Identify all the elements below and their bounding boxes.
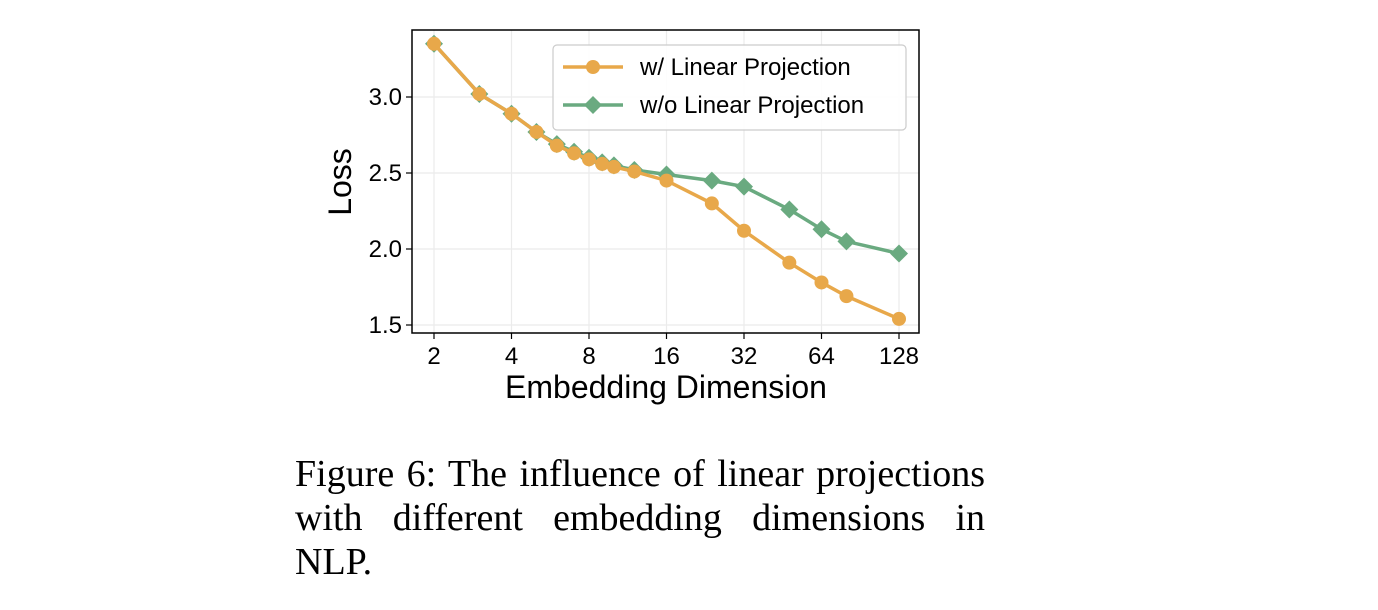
x-tick-label: 128	[879, 343, 919, 370]
data-point	[782, 255, 797, 270]
x-tick-label: 32	[731, 343, 758, 370]
data-point	[504, 106, 519, 121]
x-axis-label: Embedding Dimension	[505, 369, 827, 405]
data-point	[627, 164, 642, 179]
y-axis-label: Loss	[322, 148, 358, 216]
data-point	[582, 152, 596, 167]
legend-label: w/ Linear Projection	[639, 54, 851, 81]
y-tick-label: 2.0	[369, 236, 402, 263]
data-point	[890, 244, 908, 263]
legend-label: w/o Linear Projection	[639, 92, 864, 119]
data-point	[704, 196, 719, 211]
data-point	[837, 232, 856, 251]
data-point	[567, 146, 582, 161]
data-point	[659, 173, 674, 188]
legend-marker	[584, 96, 602, 114]
data-point	[606, 159, 621, 174]
y-tick-label: 1.5	[369, 312, 402, 339]
data-point	[529, 124, 544, 139]
data-point	[702, 171, 721, 190]
data-point	[839, 289, 854, 304]
data-point	[549, 138, 564, 153]
data-point	[595, 156, 610, 171]
x-tick-label: 8	[582, 343, 595, 370]
legend-marker	[586, 60, 600, 74]
loss-chart: 2 4 8 16 32 64 128 1.5 2.0 2.5 3.0 Embedding Dimens…	[322, 29, 920, 405]
y-tick-label: 3.0	[369, 84, 402, 111]
legend-box	[552, 44, 907, 131]
data-point	[427, 36, 441, 51]
data-point	[814, 275, 829, 290]
x-tick-label: 64	[808, 343, 835, 370]
figure-caption: Figure 6: The influence of linear projec…	[295, 453, 985, 583]
data-point	[812, 220, 831, 239]
data-point	[735, 177, 753, 196]
x-tick-label: 16	[653, 343, 680, 370]
y-tick-label: 2.5	[369, 160, 402, 187]
data-point	[737, 223, 751, 238]
plot-frame	[411, 29, 920, 334]
data-point	[472, 86, 487, 101]
x-tick-label: 4	[505, 343, 518, 370]
x-tick-label: 2	[427, 343, 440, 370]
data-point	[892, 311, 906, 326]
data-point	[780, 200, 799, 219]
